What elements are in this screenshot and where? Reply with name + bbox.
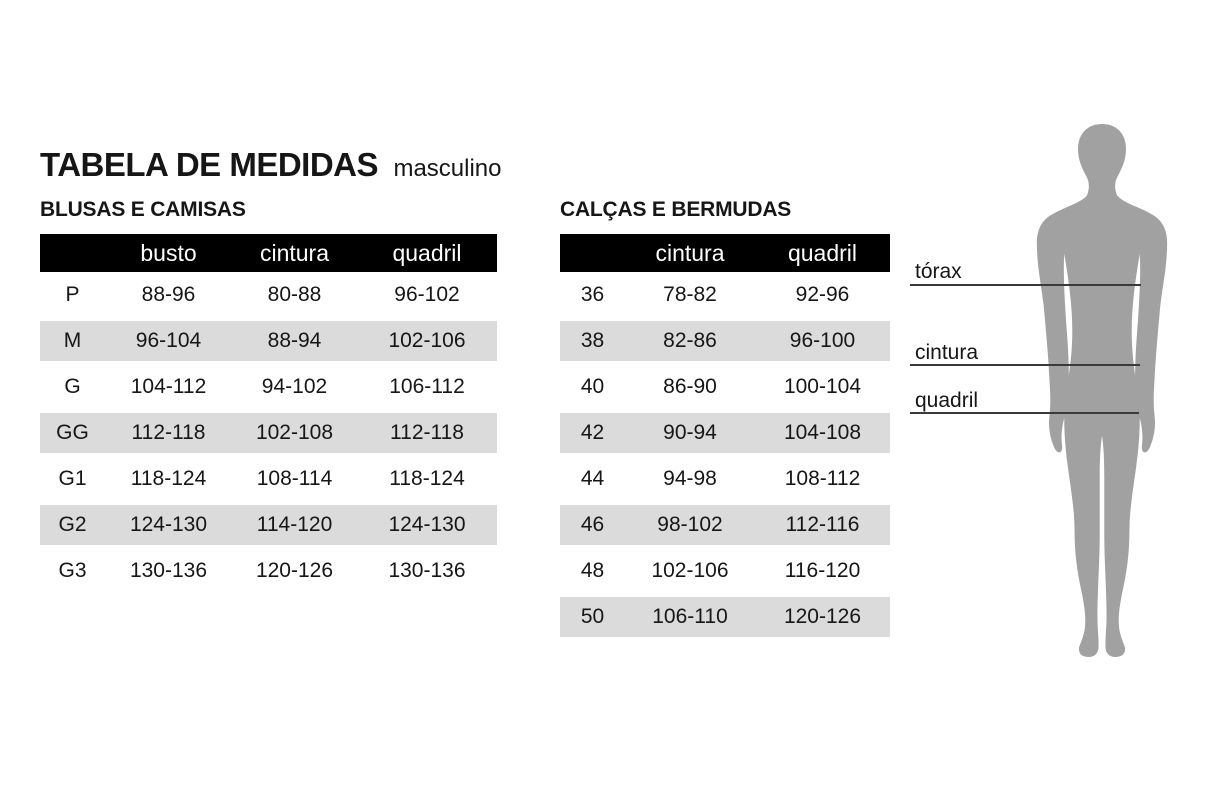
quadril-label: quadril bbox=[915, 389, 979, 412]
range-cell: 96-104 bbox=[135, 329, 202, 352]
range-cell: 112-116 bbox=[785, 513, 860, 536]
range-cell: 100-104 bbox=[783, 375, 862, 398]
table-row: 42 90-94 104-108 bbox=[560, 410, 890, 456]
range-cell: 94-98 bbox=[663, 467, 717, 490]
range-cell: 96-100 bbox=[789, 329, 856, 352]
torax-label: tórax bbox=[915, 260, 962, 283]
blusas-e-camisas-table: busto cintura quadril P 88-96 80-88 96-102 M 96… bbox=[40, 234, 497, 594]
table-row: G1 118-124 108-114 118-124 bbox=[40, 456, 497, 502]
size-cell: 42 bbox=[580, 421, 605, 444]
range-cell: 86-90 bbox=[663, 375, 717, 398]
table-row: 46 98-102 112-116 bbox=[560, 502, 890, 548]
table-row: G2 124-130 114-120 124-130 bbox=[40, 502, 497, 548]
range-cell: 102-106 bbox=[388, 329, 466, 352]
size-cell: G2 bbox=[58, 513, 87, 536]
range-cell: 78-82 bbox=[663, 283, 717, 306]
column-header-empty bbox=[560, 234, 625, 272]
range-cell: 108-114 bbox=[256, 467, 333, 490]
section-heading-blusas-e-camisas: BLUSAS E CAMISAS bbox=[40, 198, 246, 221]
size-cell: 44 bbox=[580, 467, 605, 490]
size-cell: 36 bbox=[580, 283, 605, 306]
range-cell: 82-86 bbox=[663, 329, 717, 352]
table-header-row: cintura quadril bbox=[560, 234, 890, 272]
table-body: 36 78-82 92-96 38 82-86 96-100 40 86-90 100-104 4… bbox=[560, 272, 890, 640]
title-block: TABELA DE MEDIDAS masculino bbox=[40, 146, 502, 184]
size-cell: GG bbox=[56, 421, 89, 444]
table-row: 38 82-86 96-100 bbox=[560, 318, 890, 364]
range-cell: 118-124 bbox=[389, 467, 465, 490]
size-cell: 38 bbox=[580, 329, 605, 352]
range-cell: 108-112 bbox=[784, 467, 861, 490]
table-header-row: busto cintura quadril bbox=[40, 234, 497, 272]
page-title: TABELA DE MEDIDAS bbox=[40, 146, 379, 183]
page-subtitle: masculino bbox=[393, 155, 502, 182]
range-cell: 114-120 bbox=[256, 513, 333, 536]
size-cell: G3 bbox=[58, 559, 87, 582]
column-header-busto: busto bbox=[140, 240, 197, 266]
column-header-cintura: cintura bbox=[655, 240, 725, 266]
size-cell: G bbox=[64, 375, 81, 398]
range-cell: 102-106 bbox=[651, 559, 729, 582]
table-row: 36 78-82 92-96 bbox=[560, 272, 890, 318]
column-header-empty bbox=[40, 234, 105, 272]
range-cell: 130-136 bbox=[388, 559, 466, 582]
size-cell: 50 bbox=[580, 605, 605, 628]
table-row: G 104-112 94-102 106-112 bbox=[40, 364, 497, 410]
table-row: P 88-96 80-88 96-102 bbox=[40, 272, 497, 318]
range-cell: 104-112 bbox=[130, 375, 207, 398]
column-header-quadril: quadril bbox=[787, 240, 858, 266]
range-cell: 80-88 bbox=[267, 283, 322, 306]
column-header-cintura: cintura bbox=[259, 240, 330, 266]
size-cell: 40 bbox=[580, 375, 605, 398]
range-cell: 88-94 bbox=[267, 329, 322, 352]
male-body-silhouette bbox=[1036, 124, 1168, 657]
table-row: 48 102-106 116-120 bbox=[560, 548, 890, 594]
range-cell: 124-130 bbox=[129, 513, 208, 536]
size-cell: 46 bbox=[580, 513, 605, 536]
range-cell: 106-112 bbox=[389, 375, 465, 398]
range-cell: 112-118 bbox=[390, 421, 464, 444]
range-cell: 112-118 bbox=[131, 421, 206, 444]
quadril-guide-line bbox=[910, 412, 1139, 414]
table-row: 40 86-90 100-104 bbox=[560, 364, 890, 410]
range-cell: 120-126 bbox=[783, 605, 862, 628]
range-cell: 116-120 bbox=[784, 559, 861, 582]
section-heading-calcas-e-bermudas: CALÇAS E BERMUDAS bbox=[560, 198, 792, 221]
table-row: 50 106-110 120-126 bbox=[560, 594, 890, 640]
table-row: GG 112-118 102-108 112-118 bbox=[40, 410, 497, 456]
range-cell: 98-102 bbox=[657, 513, 723, 536]
range-cell: 120-126 bbox=[255, 559, 334, 582]
range-cell: 124-130 bbox=[388, 513, 466, 536]
range-cell: 118-124 bbox=[130, 467, 207, 490]
cintura-guide-line bbox=[910, 364, 1140, 366]
calcas-e-bermudas-table: cintura quadril 36 78-82 92-96 38 82-86 96-100… bbox=[560, 234, 890, 640]
table-row: M 96-104 88-94 102-106 bbox=[40, 318, 497, 364]
table-body: P 88-96 80-88 96-102 M 96-104 88-94 102-106 G 104… bbox=[40, 272, 497, 594]
size-cell: 48 bbox=[580, 559, 605, 582]
range-cell: 90-94 bbox=[663, 421, 717, 444]
range-cell: 88-96 bbox=[141, 283, 196, 306]
size-cell: P bbox=[65, 283, 80, 306]
torax-guide-line bbox=[910, 284, 1141, 286]
range-cell: 94-102 bbox=[261, 375, 328, 398]
range-cell: 92-96 bbox=[795, 283, 850, 306]
range-cell: 106-110 bbox=[652, 605, 728, 628]
size-cell: M bbox=[63, 329, 82, 352]
range-cell: 130-136 bbox=[129, 559, 208, 582]
range-cell: 102-108 bbox=[255, 421, 334, 444]
size-cell: G1 bbox=[58, 467, 87, 490]
column-header-quadril: quadril bbox=[392, 240, 462, 266]
table-row: 44 94-98 108-112 bbox=[560, 456, 890, 502]
table-row: G3 130-136 120-126 130-136 bbox=[40, 548, 497, 594]
range-cell: 104-108 bbox=[783, 421, 862, 444]
cintura-label: cintura bbox=[915, 341, 979, 364]
range-cell: 96-102 bbox=[394, 283, 460, 306]
